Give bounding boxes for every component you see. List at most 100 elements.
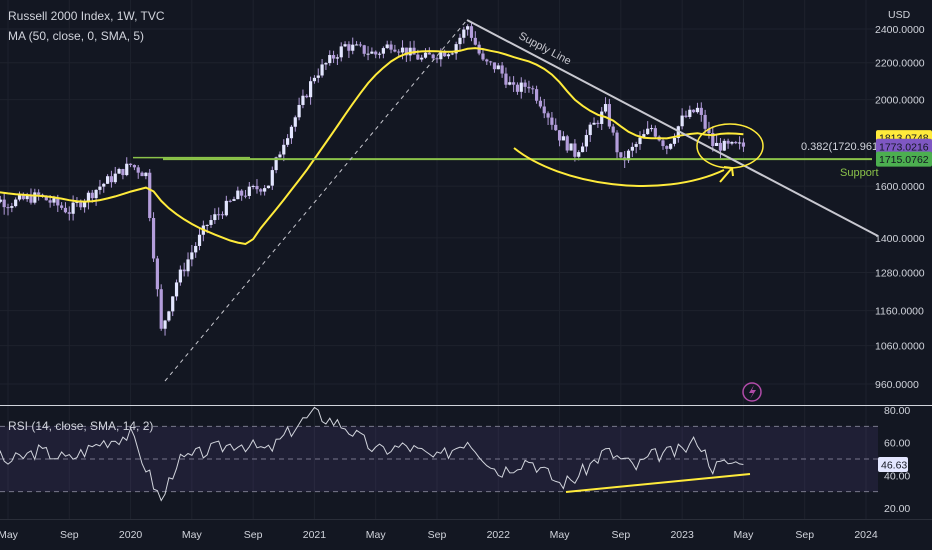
- time-x-axis[interactable]: May Sep 2020 May Sep 2021 May Sep 2022 May Sep 2023…: [0, 529, 878, 541]
- candle-body: [48, 200, 52, 203]
- candle-body: [25, 195, 29, 200]
- candle-body: [515, 84, 520, 92]
- candle-body: [653, 128, 657, 137]
- candle-body: [707, 128, 711, 134]
- x-tick-label: 2023: [670, 529, 694, 541]
- candle-body: [44, 196, 48, 201]
- candle-body: [546, 113, 550, 118]
- candle-body: [282, 144, 286, 155]
- candle-body: [489, 61, 493, 63]
- candle-body: [730, 141, 734, 144]
- ma-indicator-label[interactable]: MA (50, close, 0, SMA, 5): [8, 29, 144, 43]
- candle-body: [619, 152, 623, 158]
- candle-body: [121, 169, 125, 176]
- candle-body: [669, 143, 673, 149]
- candle-body: [354, 44, 359, 46]
- candle-body: [236, 190, 240, 200]
- candle-body: [534, 89, 539, 101]
- candle-body: [209, 220, 213, 225]
- candle-body: [573, 143, 577, 157]
- candle-body: [504, 73, 508, 85]
- candle-body: [600, 111, 604, 124]
- candle-body: [431, 54, 435, 59]
- candle-body: [692, 109, 696, 113]
- candle-body: [500, 65, 504, 74]
- candle-body: [626, 150, 631, 161]
- candle-body: [60, 205, 64, 208]
- x-tick-label: 2021: [303, 529, 327, 541]
- rsi-indicator-label[interactable]: RSI (14, close, SMA, 14, 2): [8, 419, 153, 433]
- x-tick-label: Sep: [795, 529, 814, 541]
- candle-body: [737, 142, 742, 144]
- candle-body: [144, 172, 148, 177]
- candle-body: [646, 128, 650, 135]
- candle-body: [228, 200, 232, 202]
- candle-body: [492, 62, 497, 70]
- candle-body: [466, 26, 470, 30]
- candle-body: [331, 55, 336, 59]
- candle-body: [577, 152, 581, 157]
- rsi-y-tick-label: 60.00: [884, 438, 910, 450]
- candle-body: [113, 173, 117, 183]
- candle-body: [722, 140, 726, 151]
- candle-body: [182, 269, 186, 272]
- candle-body: [21, 194, 25, 200]
- candle-body: [86, 192, 91, 202]
- candle-body: [52, 198, 56, 203]
- rsi-y-axis[interactable]: 80.00 60.00 40.00 20.00: [884, 405, 910, 515]
- lightning-icon[interactable]: [742, 382, 762, 402]
- candle-body: [538, 100, 543, 107]
- candle-body: [90, 192, 94, 199]
- candle-body: [630, 146, 634, 151]
- candle-body: [289, 126, 294, 139]
- candle-body: [454, 44, 458, 54]
- candle-body: [243, 195, 248, 197]
- x-tick-label: May: [550, 529, 571, 541]
- candle-body: [423, 52, 428, 58]
- price-y-tick-label: 2400.0000: [875, 24, 925, 36]
- candle-body: [102, 183, 106, 187]
- candle-body: [2, 199, 6, 208]
- candle-body: [427, 52, 431, 55]
- chart-title: Russell 2000 Index, 1W, TVC: [8, 9, 165, 23]
- candle-body: [178, 269, 182, 283]
- candle-body: [580, 146, 585, 153]
- candle-body: [397, 51, 401, 53]
- currency-label: USD: [888, 9, 911, 21]
- rsi-badge: 46.63: [878, 457, 908, 473]
- candle-body: [136, 167, 140, 173]
- candle-body: [320, 64, 324, 76]
- x-tick-label: 2022: [487, 529, 511, 541]
- rsi-y-tick-label: 40.00: [884, 470, 910, 482]
- support-label: Support: [840, 167, 879, 179]
- candle-body: [33, 192, 37, 203]
- candle-body: [259, 189, 263, 192]
- candle-body: [370, 51, 374, 54]
- candle-body: [75, 201, 79, 203]
- candle-body: [592, 122, 596, 125]
- candle-body: [661, 140, 665, 147]
- candle-body: [56, 198, 60, 206]
- price-y-tick-label: 1600.0000: [875, 181, 925, 193]
- price-y-tick-label: 1060.0000: [875, 341, 925, 353]
- candle-body: [266, 185, 271, 189]
- candle-body: [328, 55, 332, 64]
- candle-body: [17, 194, 22, 200]
- candle-body: [274, 157, 278, 171]
- candle-body: [485, 59, 489, 62]
- candle-body: [680, 115, 684, 127]
- price-badge: [876, 151, 932, 167]
- candle-body: [672, 137, 677, 144]
- candle-body: [128, 163, 133, 165]
- candle-body: [649, 128, 654, 130]
- candle-body: [197, 234, 202, 246]
- candle-body: [109, 176, 114, 183]
- candle-body: [481, 53, 485, 60]
- candle-body: [362, 45, 366, 54]
- candle-body: [190, 252, 194, 260]
- candle-body: [132, 164, 137, 168]
- price-y-axis[interactable]: 2400.0000 2200.0000 2000.0000 1600.0000 1400…: [875, 24, 925, 391]
- candle-body: [665, 146, 669, 149]
